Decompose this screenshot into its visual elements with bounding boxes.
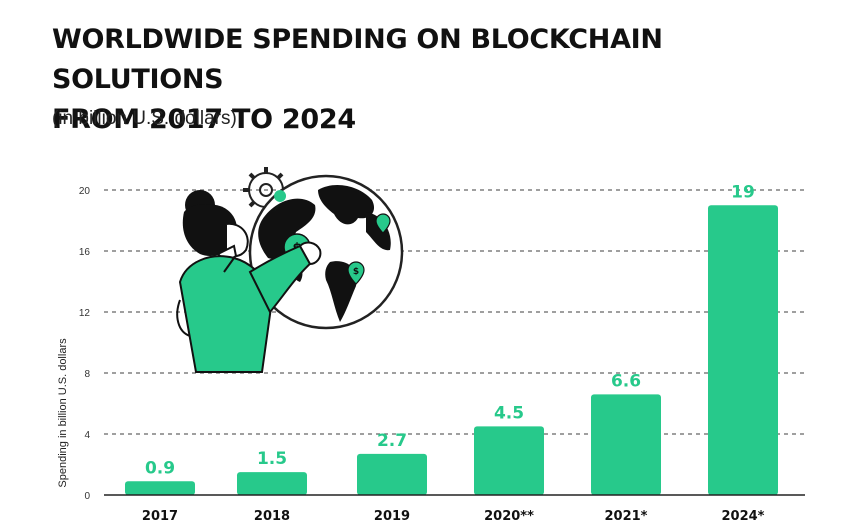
y-tick-label: 12 [79,308,91,319]
gridlines [104,189,805,435]
x-tick-label: 2021* [605,509,648,524]
value-label: 0.9 [145,458,175,478]
title-line-1: WORLDWIDE SPENDING ON BLOCKCHAIN SOLUTIO… [52,24,663,95]
person-icon [176,190,322,373]
value-label: 1.5 [257,449,287,469]
svg-text:$: $ [353,267,359,277]
value-label: 2.7 [377,431,407,451]
bar-2019 [357,453,427,495]
map-pin-icon [274,190,287,212]
dollar-pin-icon-small: $ [347,261,365,285]
value-labels: 0.9 1.5 2.7 4.5 6.6 19 [145,182,755,478]
y-axis-label: Spending in billion U.S. dollars [57,338,69,488]
bar-2024 [708,205,778,495]
bar-2021 [591,394,661,495]
value-label: 6.6 [611,371,641,391]
person-holding-globe-illustration: $ $ [176,167,404,373]
value-label: 4.5 [494,403,524,423]
bar-2017 [125,481,195,495]
chart-subtitle: (in billion U.S. dollars) [52,108,237,129]
bar-2020 [474,426,544,495]
x-tick-label: 2024* [722,509,765,524]
y-tick-label: 4 [84,430,90,441]
bars [125,205,778,495]
y-tick-label: 20 [79,186,91,197]
bar-2018 [237,472,307,495]
y-tick-label: 8 [84,369,90,380]
x-tick-label: 2018 [254,509,290,524]
dollar-pin-icon-right [375,213,391,234]
x-tick-label: 2017 [142,509,178,524]
y-tick-label: 0 [84,491,90,502]
title-line-2: FROM 2017 TO 2024 [52,104,356,135]
x-axis-labels: 2017 2018 2019 2020** 2021* 2024* [142,509,765,524]
value-label: 19 [731,182,755,202]
x-tick-label: 2020** [484,509,534,524]
y-tick-label: 16 [79,247,91,258]
y-axis-ticks: 0 4 8 12 16 20 [79,186,91,502]
chart-title: WORLDWIDE SPENDING ON BLOCKCHAIN SOLUTIO… [52,20,832,140]
x-tick-label: 2019 [374,509,410,524]
